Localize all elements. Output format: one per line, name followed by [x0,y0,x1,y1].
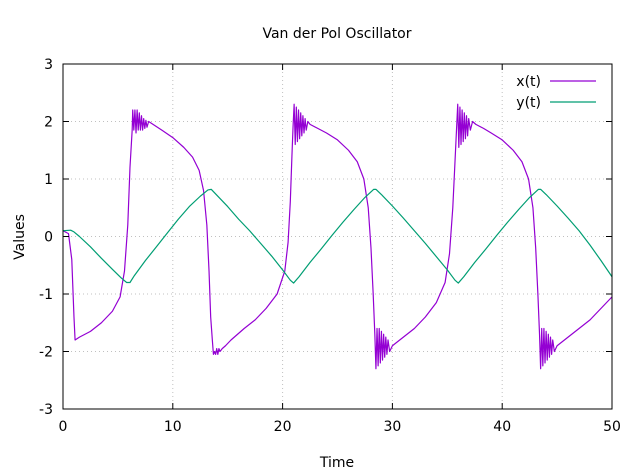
y-tick-label: -1 [39,287,53,303]
x-tick-label: 0 [59,419,68,435]
y-axis-label: Values [12,214,28,260]
series-layer [62,103,613,370]
legend-label: y(t) [516,95,541,111]
y-tick-label: -3 [39,402,53,418]
x-tick-label: 20 [274,419,292,435]
series-line-1 [62,103,613,370]
series-line-2 [62,188,613,284]
x-tick-label: 40 [493,419,511,435]
legend-label: x(t) [516,74,541,90]
x-tick-label: 10 [164,419,182,435]
chart-title: Van der Pol Oscillator [262,26,411,42]
y-tick-label: -2 [39,345,53,361]
y-tick-label: 0 [44,230,53,246]
legend: x(t) y(t) [516,74,596,111]
y-tick-label: 1 [44,172,53,188]
y-tick-label: 2 [44,115,53,131]
y-tick-label: 3 [44,57,53,73]
x-tick-label: 30 [383,419,401,435]
x-axis-label: Time [319,455,354,471]
plot-border [62,63,613,410]
grid [63,64,612,409]
x-tick-label: 50 [603,419,621,435]
